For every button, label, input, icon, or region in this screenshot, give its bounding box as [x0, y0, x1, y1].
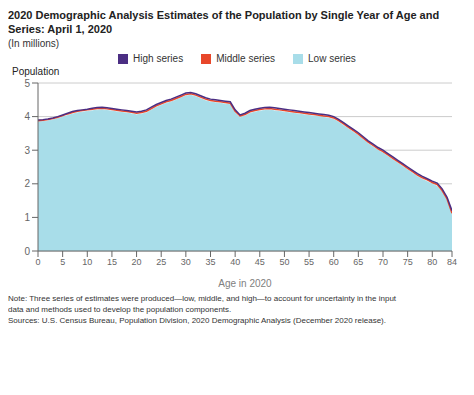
svg-text:30: 30 [181, 257, 191, 267]
svg-text:75: 75 [403, 257, 413, 267]
html-text:2020 Demographic Analysis Esti: 2020 Demographic Analysis Estimates of t… [8, 9, 440, 35]
svg-text:55: 55 [304, 257, 314, 267]
svg-text:40: 40 [230, 257, 240, 267]
html-text:(In millions): (In millions) [8, 38, 60, 49]
svg-text:3: 3 [24, 145, 30, 156]
svg-text:35: 35 [205, 257, 215, 267]
svg-text:50: 50 [279, 257, 289, 267]
svg-text:0: 0 [35, 257, 40, 267]
svg-text:10: 10 [82, 257, 92, 267]
svg-text:70: 70 [378, 257, 388, 267]
svg-text:15: 15 [107, 257, 117, 267]
svg-text:60: 60 [329, 257, 339, 267]
svg-text:5: 5 [60, 257, 65, 267]
svg-text:65: 65 [353, 257, 363, 267]
svg-text:45: 45 [255, 257, 265, 267]
svg-text:84: 84 [447, 257, 457, 267]
html-text:High series: High series [133, 53, 184, 64]
html-text:Population: Population [12, 66, 60, 77]
svg-text:Age in 2020: Age in 2020 [218, 278, 272, 289]
html-text:Middle series: Middle series [216, 53, 276, 64]
svg-text:80: 80 [427, 257, 437, 267]
svg-text:4: 4 [24, 111, 30, 122]
html-text:Sources: U.S. Census Bureau, P: Sources: U.S. Census Bureau, Population … [8, 316, 386, 325]
html-text:data and methods used to devel: data and methods used to develop the pop… [8, 305, 232, 314]
svg-text:20: 20 [132, 257, 142, 267]
svg-text:2: 2 [24, 178, 30, 189]
html-text:Low series: Low series [308, 53, 356, 64]
svg-text:1: 1 [24, 212, 30, 223]
svg-text:0: 0 [24, 246, 30, 257]
html-text:Note: Three series of estimate: Note: Three series of estimates were pro… [8, 294, 397, 303]
svg-text:25: 25 [156, 257, 166, 267]
svg-text:5: 5 [24, 78, 30, 89]
